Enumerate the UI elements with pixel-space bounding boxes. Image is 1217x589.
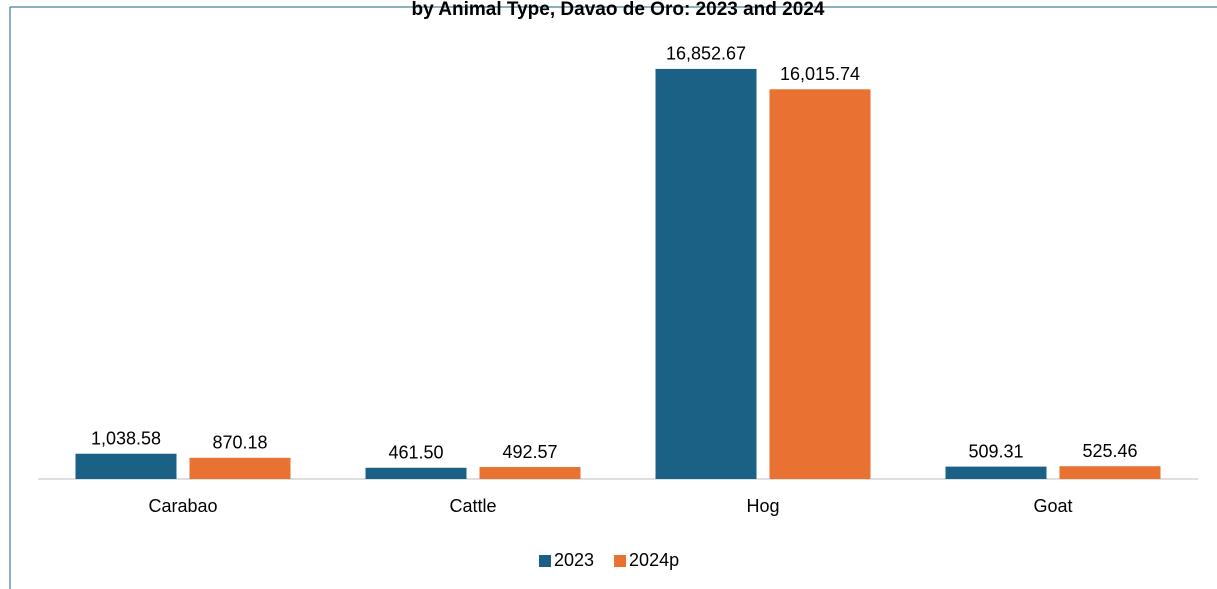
legend-swatch — [539, 555, 551, 567]
x-tick-label: Hog — [746, 496, 779, 516]
data-label: 492.57 — [502, 442, 557, 462]
data-label: 525.46 — [1082, 441, 1137, 461]
bar — [1059, 466, 1161, 479]
x-tick-label: Cattle — [449, 496, 496, 516]
data-label: 16,015.74 — [780, 64, 860, 84]
x-tick-label: Carabao — [148, 496, 217, 516]
bar — [769, 89, 871, 479]
legend-label: 2024p — [629, 550, 679, 570]
bar — [655, 68, 757, 479]
bar — [479, 467, 581, 479]
bar — [945, 466, 1047, 479]
bar — [365, 467, 467, 479]
chart-title: by Animal Type, Davao de Oro: 2023 and 2… — [412, 0, 825, 20]
bar — [75, 453, 177, 479]
legend-label: 2023 — [554, 550, 594, 570]
legend-swatch — [614, 555, 627, 567]
x-tick-label: Goat — [1033, 496, 1072, 516]
data-label: 461.50 — [388, 443, 443, 463]
data-label: 16,852.67 — [666, 44, 746, 64]
data-label: 870.18 — [212, 433, 267, 453]
bar — [189, 457, 291, 479]
data-label: 509.31 — [968, 441, 1023, 461]
data-label: 1,038.58 — [91, 428, 161, 448]
